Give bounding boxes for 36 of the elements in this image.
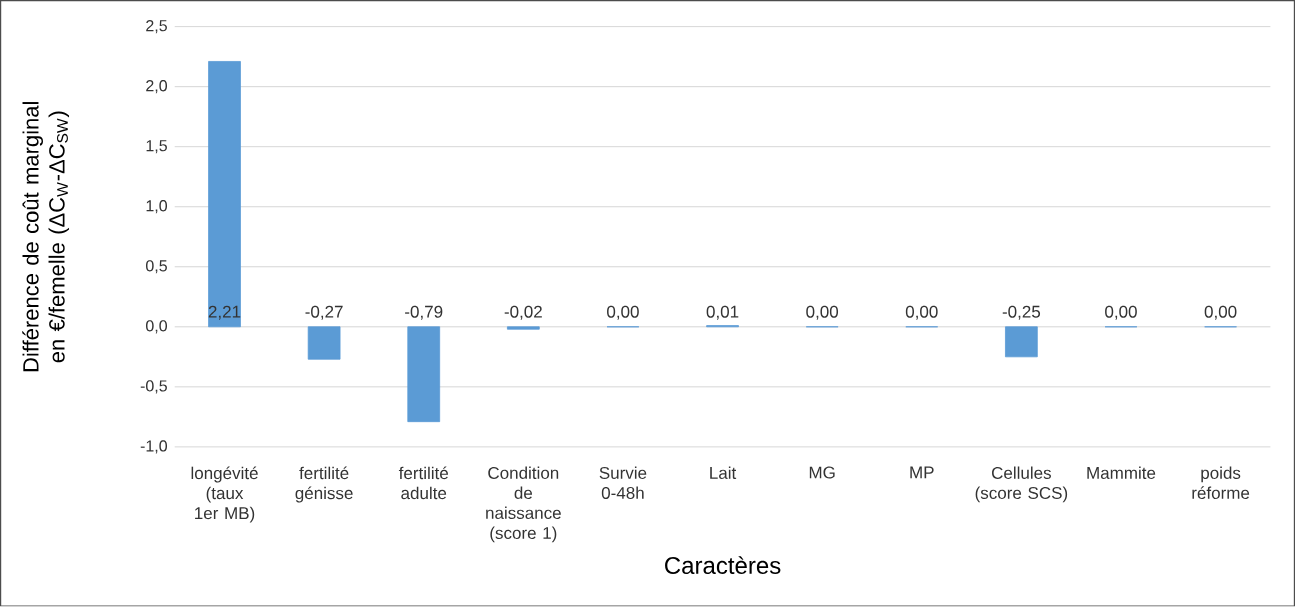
x-tick-label: fertilité adulte <box>398 466 449 500</box>
x-tick-label: Condition de naissance (score 1) <box>486 466 561 543</box>
y-tick-label: -0,5 <box>140 380 167 394</box>
x-tick-label: MG <box>809 466 835 479</box>
bar <box>307 326 341 360</box>
x-axis-title: Caractères <box>665 556 781 575</box>
x-tick-label: Lait <box>710 466 737 480</box>
data-label: -0,27 <box>305 305 343 320</box>
x-tick-label: fertilité génisse <box>295 466 353 503</box>
y-tick-label: 0,5 <box>146 260 167 274</box>
y-tick-label: 1,0 <box>146 200 168 214</box>
x-tick-label: longévité (taux 1er MB) <box>191 466 258 523</box>
data-label: 0,00 <box>1105 305 1137 320</box>
bar <box>407 326 441 423</box>
y-tick-label: 0,0 <box>146 320 168 334</box>
x-tick-label: MP <box>910 466 934 479</box>
data-label: 0,00 <box>1204 305 1237 320</box>
y-tick-label: 1,5 <box>146 140 167 154</box>
data-label: 0,00 <box>806 305 839 320</box>
bar <box>1005 326 1038 358</box>
data-label: 0,01 <box>706 305 739 320</box>
x-tick-label: Survie 0-48h <box>599 466 647 500</box>
data-label: -0,79 <box>405 305 443 320</box>
data-label: 0,00 <box>607 305 639 320</box>
y-tick-label: -1,0 <box>140 440 168 454</box>
data-label: 0,00 <box>905 305 938 320</box>
data-label: 2,21 <box>208 305 241 320</box>
y-tick-label: 2,0 <box>146 80 168 94</box>
x-tick-label: poids réforme <box>1192 466 1250 500</box>
data-label: -0,25 <box>1002 305 1041 320</box>
bar <box>208 61 241 328</box>
x-tick-label: Mammite <box>1087 466 1156 480</box>
y-tick-label: 2,5 <box>146 20 167 34</box>
x-tick-label: Cellules (score SCS) <box>975 466 1068 503</box>
data-label: -0,02 <box>504 305 542 320</box>
bar <box>507 326 540 330</box>
